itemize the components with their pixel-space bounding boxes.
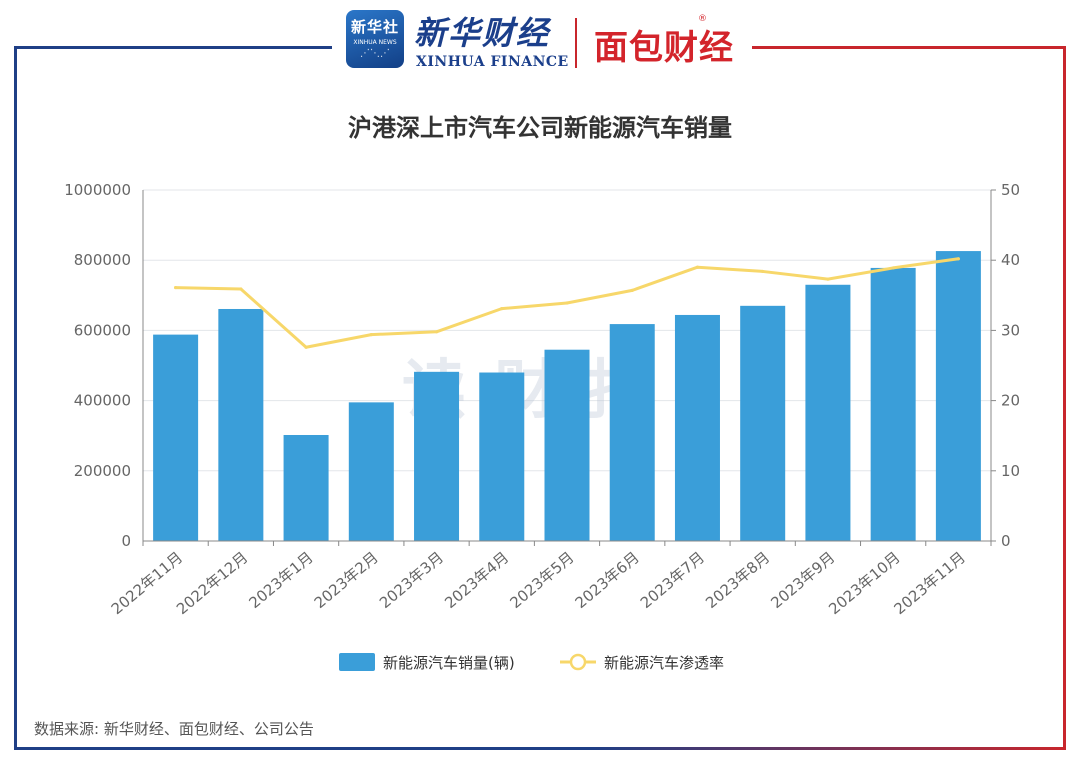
bar — [674, 314, 720, 541]
x-tick-label: 2023年4月 — [441, 548, 512, 612]
bar — [935, 251, 981, 541]
registered-mark: ® — [698, 14, 707, 24]
bar — [870, 267, 916, 541]
y-left-tick-label: 600000 — [74, 321, 131, 339]
bar — [805, 284, 851, 541]
xinhua-news-logo: 新华社 XINHUA NEWS ⋰⋱⋰ — [346, 10, 404, 68]
legend-bar-label: 新能源汽车销量(辆) — [383, 654, 515, 672]
y-left-tick-label: 800000 — [74, 251, 131, 269]
y-right-tick-label: 50 — [1001, 181, 1020, 199]
legend-line-label: 新能源汽车渗透率 — [604, 654, 724, 672]
x-tick-label: 2023年11月 — [891, 548, 969, 618]
x-tick-label: 2023年8月 — [702, 548, 773, 612]
frame-right — [1063, 46, 1066, 750]
bar — [740, 305, 786, 541]
line-point — [761, 269, 765, 274]
y-right-tick-label: 10 — [1001, 462, 1020, 480]
x-tick-label: 2023年1月 — [246, 548, 317, 612]
y-right-tick-label: 20 — [1001, 392, 1020, 410]
line-point — [500, 307, 504, 311]
x-tick-label: 2022年12月 — [173, 548, 251, 618]
x-tick-label: 2022年11月 — [108, 548, 186, 618]
y-right-tick-label: 40 — [1001, 251, 1020, 269]
bar — [414, 371, 460, 541]
y-left-tick-label: 400000 — [74, 392, 131, 410]
x-tick-label: 2023年3月 — [376, 548, 447, 612]
xinhua-finance-logo-cn: 新华财经 — [414, 14, 551, 52]
frame-bottom — [14, 747, 1066, 750]
frame-left — [14, 46, 17, 750]
y-left-tick-label: 200000 — [74, 462, 131, 480]
network-dots-icon: ⋰⋱⋰ — [360, 48, 390, 59]
x-tick-label: 2023年7月 — [637, 548, 708, 612]
bar — [479, 372, 525, 541]
x-tick-label: 2023年5月 — [506, 548, 577, 612]
line-point — [956, 257, 960, 261]
line-point — [434, 330, 439, 334]
line-point — [891, 266, 895, 270]
line-point — [565, 301, 569, 305]
x-tick-label: 2023年6月 — [572, 548, 643, 612]
line-point — [174, 285, 178, 290]
y-right-tick-label: 30 — [1001, 321, 1020, 339]
bar — [544, 349, 590, 541]
source-note: 数据来源: 新华财经、面包财经、公司公告 — [34, 720, 314, 738]
bar — [153, 334, 199, 541]
frame-top-red — [752, 46, 1066, 49]
line-point — [826, 277, 830, 281]
line-point — [630, 288, 634, 292]
xinhua-finance-logo-en: XINHUA FINANCE — [416, 54, 569, 70]
y-left-tick-label: 0 — [121, 532, 131, 550]
chart-title: 沪港深上市汽车公司新能源汽车销量 — [348, 114, 732, 142]
line-point — [695, 265, 700, 269]
line-point — [304, 345, 308, 349]
y-left-tick-label: 1000000 — [64, 181, 131, 199]
bar — [218, 308, 264, 541]
y-right-tick-label: 0 — [1001, 532, 1011, 550]
legend-bar-swatch — [339, 653, 375, 671]
mianbao-finance-logo: 面包财经 — [594, 28, 734, 68]
badge-line2: XINHUA NEWS — [353, 39, 397, 46]
bar — [609, 324, 655, 541]
logo-separator — [575, 18, 577, 68]
line-point — [239, 287, 243, 291]
badge-line1: 新华社 — [350, 18, 399, 36]
line-point — [369, 333, 373, 337]
legend-line-marker — [569, 653, 587, 671]
x-tick-label: 2023年10月 — [825, 548, 903, 618]
bar — [348, 402, 394, 541]
bar — [283, 434, 329, 541]
x-tick-label: 2023年2月 — [311, 548, 382, 612]
frame-top-blue — [14, 46, 332, 49]
